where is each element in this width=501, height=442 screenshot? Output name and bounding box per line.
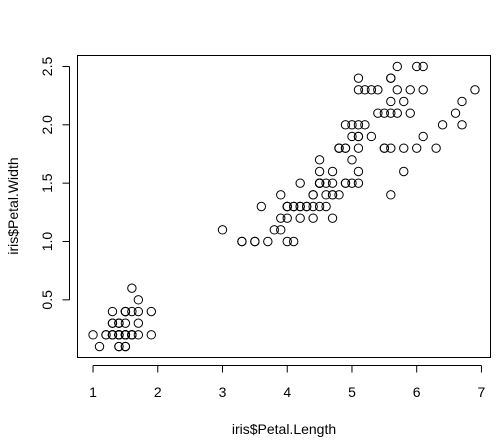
- data-point: [387, 74, 395, 82]
- x-tick-label: 7: [478, 384, 486, 400]
- data-point: [361, 86, 369, 94]
- data-point: [309, 191, 317, 199]
- x-tick-label: 1: [89, 384, 97, 400]
- data-point: [147, 307, 155, 315]
- data-point: [315, 156, 323, 164]
- data-point: [95, 342, 103, 350]
- data-point: [115, 331, 123, 339]
- data-point: [322, 202, 330, 210]
- y-axis-title: iris$Petal.Width: [5, 157, 21, 254]
- data-point: [419, 62, 427, 70]
- data-point: [406, 109, 414, 117]
- y-tick-label: 2.5: [39, 57, 55, 77]
- data-point: [322, 191, 330, 199]
- data-point: [387, 97, 395, 105]
- data-point: [315, 179, 323, 187]
- data-point: [302, 202, 310, 210]
- y-tick-label: 0.5: [39, 290, 55, 310]
- data-point: [264, 237, 272, 245]
- y-tick-label: 1.5: [39, 173, 55, 193]
- data-point: [400, 144, 408, 152]
- x-tick-label: 6: [413, 384, 421, 400]
- data-point: [361, 121, 369, 129]
- y-axis: 0.5 1.0 1.5 2.0 2.5: [39, 57, 70, 310]
- data-point: [413, 144, 421, 152]
- data-point: [438, 121, 446, 129]
- data-point: [374, 109, 382, 117]
- data-point: [335, 191, 343, 199]
- data-point: [115, 342, 123, 350]
- data-point: [328, 167, 336, 175]
- data-point: [309, 214, 317, 222]
- data-point: [387, 109, 395, 117]
- data-point: [290, 202, 298, 210]
- data-point: [419, 86, 427, 94]
- data-point: [354, 144, 362, 152]
- data-point: [257, 202, 265, 210]
- data-point: [134, 296, 142, 304]
- x-tick-label: 5: [348, 384, 356, 400]
- data-point: [147, 331, 155, 339]
- data-point: [380, 144, 388, 152]
- data-point: [348, 132, 356, 140]
- data-point: [354, 167, 362, 175]
- data-points: [89, 62, 479, 350]
- data-point: [458, 97, 466, 105]
- data-point: [335, 144, 343, 152]
- plot-frame: [78, 56, 491, 358]
- data-point: [277, 191, 285, 199]
- data-point: [218, 226, 226, 234]
- data-point: [354, 74, 362, 82]
- y-tick-label: 1.0: [39, 232, 55, 252]
- data-point: [419, 132, 427, 140]
- x-tick-label: 4: [283, 384, 291, 400]
- data-point: [296, 214, 304, 222]
- data-point: [341, 121, 349, 129]
- data-point: [387, 191, 395, 199]
- x-tick-label: 2: [154, 384, 162, 400]
- data-point: [290, 237, 298, 245]
- data-point: [367, 132, 375, 140]
- data-point: [393, 86, 401, 94]
- data-point: [134, 319, 142, 327]
- data-point: [296, 179, 304, 187]
- data-point: [458, 121, 466, 129]
- data-point: [328, 179, 336, 187]
- x-axis: 1 2 3 4 5 6 7: [89, 366, 485, 401]
- data-point: [283, 214, 291, 222]
- data-point: [400, 167, 408, 175]
- data-point: [393, 62, 401, 70]
- data-point: [115, 319, 123, 327]
- x-axis-title: iris$Petal.Length: [232, 421, 336, 437]
- data-point: [121, 307, 129, 315]
- y-tick-label: 2.0: [39, 115, 55, 135]
- data-point: [471, 86, 479, 94]
- data-point: [400, 97, 408, 105]
- data-point: [374, 86, 382, 94]
- data-point: [451, 109, 459, 117]
- data-point: [238, 237, 246, 245]
- data-point: [270, 226, 278, 234]
- data-point: [354, 179, 362, 187]
- x-tick-label: 3: [219, 384, 227, 400]
- data-point: [406, 86, 414, 94]
- data-point: [89, 331, 97, 339]
- data-point: [251, 237, 259, 245]
- data-point: [432, 144, 440, 152]
- data-point: [315, 167, 323, 175]
- data-point: [328, 214, 336, 222]
- data-point: [348, 156, 356, 164]
- data-point: [108, 307, 116, 315]
- data-point: [128, 284, 136, 292]
